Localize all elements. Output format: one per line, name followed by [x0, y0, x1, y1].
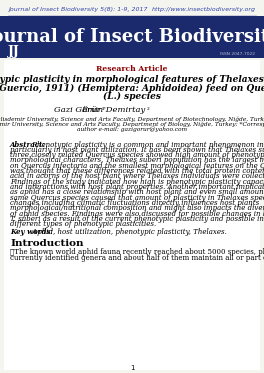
Text: Key words:: Key words: — [10, 228, 53, 236]
Text: Phenotypic plasticity is a common and important phenomenon in aphids,: Phenotypic plasticity is a common and im… — [30, 141, 264, 148]
Text: Abstract:: Abstract: — [10, 141, 46, 148]
Text: of aphid species. Findings were also discussed for possible changes in host plan: of aphid species. Findings were also dis… — [10, 210, 264, 217]
Text: Research Article: Research Article — [96, 65, 168, 73]
Text: three closely related Quercus species showed high amount of phenotypic plasticit: three closely related Quercus species sh… — [10, 151, 264, 159]
Text: Journal of Insect Biodiversity 5(8): 1-9, 2017: Journal of Insect Biodiversity 5(8): 1-9… — [8, 6, 148, 12]
Text: changes including climatic fluctuations directly influences host plants: changes including climatic fluctuations … — [10, 199, 259, 207]
Text: 1*: 1* — [102, 107, 107, 111]
Text: and interactions with host plant properties. Another important implication of th: and interactions with host plant propert… — [10, 183, 264, 191]
Text: Gazi Görür: Gazi Görür — [54, 106, 100, 114]
Text: Introduction: Introduction — [10, 239, 83, 248]
Text: (Del Guercio, 1911) (Hemiptera: Aphidoidea) feed on Quercus: (Del Guercio, 1911) (Hemiptera: Aphidoid… — [0, 84, 264, 93]
Text: Findings of the study indicated how high is phenotypic plasticity capacity of ap: Findings of the study indicated how high… — [10, 178, 264, 186]
Text: The known world aphid fauna recently reached about 5000 species, placed in 510: The known world aphid fauna recently rea… — [10, 248, 264, 256]
Text: morphological/nutritional composition and might also impacts the diversity and d: morphological/nutritional composition an… — [10, 204, 264, 212]
Text: was thought that these differences related with the total protein content and le: was thought that these differences relat… — [10, 167, 264, 175]
Text: as aphid has a close relationship with host plant and even small amount of chang: as aphid has a close relationship with h… — [10, 188, 264, 196]
Text: Journal of Insect Biodiversity: Journal of Insect Biodiversity — [0, 28, 264, 46]
Text: T. suberi as a result of the current phenotypic plasticity and possible interact: T. suberi as a result of the current phe… — [10, 215, 264, 223]
Text: ¹Ömer Halisdemir University, Science and Arts Faculty, Department of Biotechnolo: ¹Ömer Halisdemir University, Science and… — [0, 116, 264, 122]
Text: same Quercus species caused that amount of plasticity in Thelaxes species. Recen: same Quercus species caused that amount … — [10, 194, 264, 201]
Text: Emin Demirtay: Emin Demirtay — [81, 106, 145, 114]
Text: 1: 1 — [130, 365, 134, 371]
Text: different types of phenotypic plasticities.: different types of phenotypic plasticiti… — [10, 220, 156, 228]
Text: Phenotypic plasticity in morphological features of Thelaxes suberi: Phenotypic plasticity in morphological f… — [0, 75, 264, 85]
Text: JJ: JJ — [8, 46, 20, 59]
Text: 2: 2 — [147, 107, 149, 111]
Text: http://www.insectbiodiversity.org: http://www.insectbiodiversity.org — [152, 6, 256, 12]
Text: ISSN 2047-7022: ISSN 2047-7022 — [220, 52, 255, 56]
Text: particularly in host plant utilization. It has been shown that Thelaxes suberi s: particularly in host plant utilization. … — [10, 146, 264, 154]
Text: on Quercus infectoria and the smallest morphological features on the Quercus coc: on Quercus infectoria and the smallest m… — [10, 162, 264, 170]
Text: currently identified genera and about half of them maintain all or part of their: currently identified genera and about ha… — [10, 254, 264, 262]
Text: morphological characters. Thelaxes suberi population has the largest morphologic: morphological characters. Thelaxes suber… — [10, 157, 264, 164]
Text: author e-mail: gazigorur@yahoo.com: author e-mail: gazigorur@yahoo.com — [77, 126, 187, 132]
Text: Aphid, host utilization, phenotypic plasticity, Thelaxes.: Aphid, host utilization, phenotypic plas… — [30, 228, 227, 236]
Text: Halisdemir University, Science and Arts Faculty, Department of Biology, Niğde, T: Halisdemir University, Science and Arts … — [0, 122, 264, 127]
Text: (L.) species: (L.) species — [103, 91, 161, 101]
Text: acid in acorns of the host plant where Thelaxes individuals were collected durin: acid in acorns of the host plant where T… — [10, 172, 264, 181]
